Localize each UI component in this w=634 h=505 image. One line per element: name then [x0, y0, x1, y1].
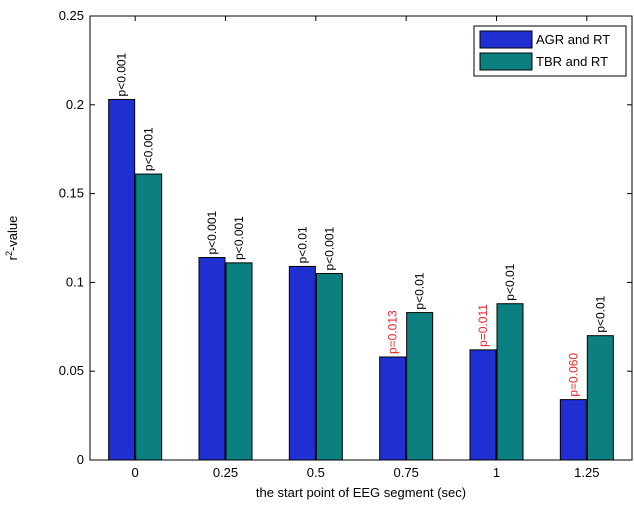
plot-area: 0 0.05 0.1 0.15 0.2 0.25 0 p<0.001 p<0.001 0.25 p<… — [59, 8, 633, 480]
plot-frame — [89, 15, 633, 461]
data-label: p<0.001 — [232, 216, 246, 260]
data-label: p=0.011 — [476, 304, 490, 347]
bar-agr — [469, 349, 497, 461]
y-tick-label: 0.15 — [59, 186, 84, 201]
bar-tbr — [406, 312, 434, 461]
legend-swatch — [479, 30, 533, 49]
x-tick-label: 1.25 — [574, 465, 599, 480]
bar-tbr — [586, 335, 614, 461]
data-label: p<0.001 — [115, 52, 129, 96]
x-tick-label: 0.75 — [394, 465, 419, 480]
y-axis-label-superscript: 2 — [4, 251, 14, 256]
data-label: p<0.01 — [503, 263, 517, 300]
y-tick-label: 0.25 — [59, 8, 84, 23]
y-tick-label: 0.05 — [59, 363, 84, 378]
bar-tbr — [496, 303, 524, 461]
data-label: p<0.01 — [413, 272, 427, 309]
bar-agr — [559, 399, 587, 461]
y-tick-label: 0.2 — [66, 97, 84, 112]
y-axis-label-rest: -value — [5, 216, 20, 251]
y-axis-label-main: r — [5, 255, 20, 260]
data-label: p<0.001 — [322, 226, 336, 270]
bar-tbr — [315, 273, 343, 461]
bar-agr — [288, 265, 316, 461]
legend-label: TBR and RT — [536, 54, 608, 69]
data-label: p=0.060 — [566, 353, 580, 397]
data-label: p<0.001 — [142, 127, 156, 171]
data-label: p=0.013 — [386, 310, 400, 354]
bar-tbr — [225, 262, 253, 461]
data-label: p<0.01 — [295, 226, 309, 263]
legend-swatch — [479, 52, 533, 71]
data-label: p<0.001 — [205, 210, 219, 254]
bar-agr — [379, 356, 407, 461]
y-axis-label: r2-value — [4, 216, 20, 261]
bar-agr — [198, 257, 226, 461]
y-tick-label: 0.1 — [66, 274, 84, 289]
x-tick-label: 0.25 — [213, 465, 238, 480]
x-axis-label: the start point of EEG segment (sec) — [256, 485, 466, 500]
bar-agr — [108, 98, 136, 461]
y-tick-label: 0 — [77, 452, 84, 467]
x-tick-label: 0 — [132, 465, 139, 480]
bar-tbr — [135, 173, 163, 461]
x-tick-label: 0.5 — [307, 465, 325, 480]
legend: AGR and RT TBR and RT — [473, 25, 627, 77]
data-label: p<0.01 — [593, 295, 607, 332]
legend-label: AGR and RT — [536, 32, 610, 47]
x-tick-label: 1 — [493, 465, 500, 480]
